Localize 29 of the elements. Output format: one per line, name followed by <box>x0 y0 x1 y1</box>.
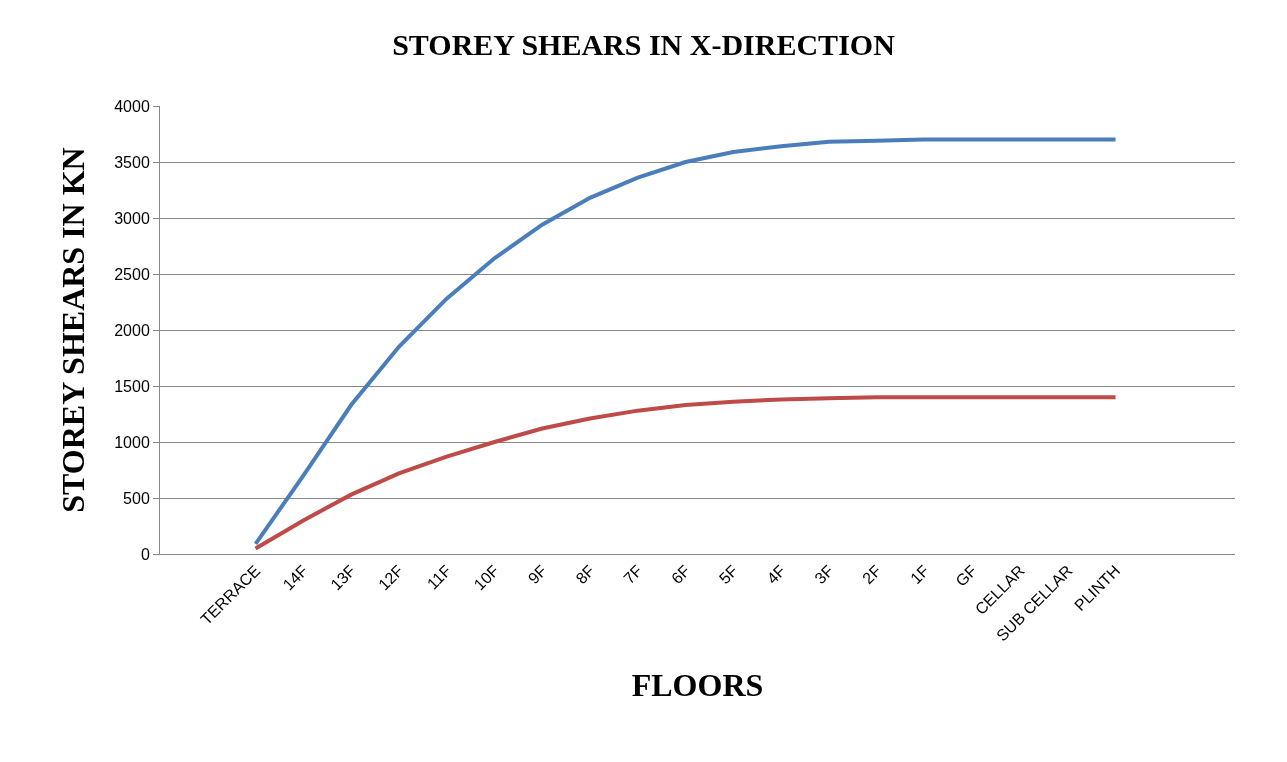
x-tick-label: 9F <box>524 561 551 588</box>
line-series <box>253 395 1118 551</box>
x-tick-label: GF <box>952 561 981 590</box>
y-tick-label: 1500 <box>114 377 150 395</box>
chart-title: STOREY SHEARS IN X-DIRECTION <box>392 28 896 62</box>
x-tick-label: 2F <box>859 561 885 588</box>
x-tick-label: 5F <box>715 561 742 588</box>
y-axis-title: STOREY SHEARS IN KN <box>54 147 91 513</box>
y-tick-label: 500 <box>123 489 150 507</box>
y-tick-label: 2000 <box>114 321 150 339</box>
y-tick-label: 0 <box>140 545 150 563</box>
x-tick-label: 3F <box>811 561 837 588</box>
x-tick-label: 12F <box>375 561 407 594</box>
y-tick-label: 2500 <box>114 265 150 283</box>
y-tick-label: 1000 <box>114 433 150 451</box>
y-tick-label: 3000 <box>114 209 150 227</box>
x-tick-label: 1F <box>906 561 933 588</box>
y-tick-label: 3500 <box>114 153 150 171</box>
y-tick-label: 4000 <box>114 97 150 115</box>
x-tick-label: 13F <box>327 561 360 594</box>
x-tick-label: 4F <box>763 561 790 588</box>
x-tick-label: 14F <box>279 561 312 594</box>
x-tick-label: 6F <box>668 561 694 588</box>
x-tick-label: 10F <box>470 561 503 594</box>
x-tick-label: 8F <box>572 561 598 588</box>
x-axis-title: FLOORS <box>631 667 764 704</box>
line-series <box>253 137 1118 546</box>
x-tick-label: 7F <box>620 561 646 588</box>
x-tick-label: 11F <box>423 561 455 593</box>
